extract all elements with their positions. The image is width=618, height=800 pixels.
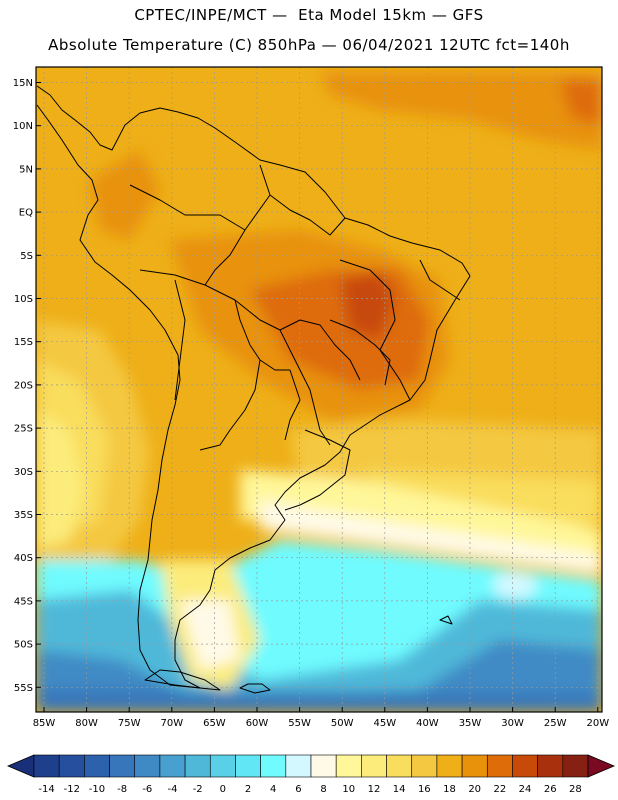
latitude-labels: 15N 10N 5N EQ 5S 10S 15S 20S 25S 30S 35S 40S 45S 50S 5… [13,78,33,694]
lon-label: 35W [459,718,482,729]
colorbar-swatch [58,754,85,778]
colorbar-over-arrow [587,754,616,778]
colorbar-swatch [512,754,538,778]
colorbar-swatch [436,754,463,778]
colorbar-swatch [84,754,110,778]
lon-label: 80W [75,718,98,729]
colorbar-swatch [235,754,261,778]
colorbar-label: 28 [569,784,582,795]
colorbar-label: 4 [270,784,276,795]
colorbar-label: 24 [519,784,532,795]
map-subtitle: Absolute Temperature (C) 850hPa — 06/04/… [48,36,570,54]
lat-label: 15N [13,78,33,89]
colorbar-swatch [285,754,312,778]
colorbar-under-arrow [6,754,35,778]
colorbar-swatch [134,754,161,778]
lat-label: 5S [20,251,33,262]
lat-label: 5N [19,164,33,175]
map-frame [35,66,603,713]
colorbar-label: 18 [443,784,456,795]
colorbar-swatch [361,754,387,778]
colorbar-swatch [310,754,337,778]
lat-label: 55S [14,683,33,694]
colorbar-swatch [33,754,60,778]
colorbar-swatch [411,754,438,778]
colorbar-label: 2 [245,784,251,795]
lat-label: 10S [14,294,33,305]
colorbar-label: 26 [544,784,557,795]
colorbar-label: 14 [393,784,406,795]
colorbar-label: 20 [468,784,481,795]
colorbar-swatch [486,754,513,778]
coastline [36,85,471,694]
colorbar-swatch [184,754,211,778]
lat-label: 10N [13,121,33,132]
colorbar-swatch [159,754,186,778]
colorbar-label: 8 [320,784,326,795]
colorbar-swatch [461,754,488,778]
colorbar-label: 16 [418,784,431,795]
lon-label: 75W [118,718,141,729]
colorbar-label: -14 [38,784,54,795]
lat-label: 25S [14,424,33,435]
lon-label: 50W [331,718,354,729]
colorbar-label: 12 [368,784,381,795]
lon-label: 60W [246,718,269,729]
lat-label: 15S [14,337,33,348]
lon-label: 25W [544,718,567,729]
lat-label: 20S [14,380,33,391]
colorbar-swatch [386,754,413,778]
lat-label: EQ [19,208,33,219]
colorbar-swatch [209,754,236,778]
colorbar-swatch [109,754,136,778]
lon-label: 45W [373,718,396,729]
temperature-field [36,67,602,712]
colorbar-label: 22 [493,784,506,795]
colorbar-label: -4 [168,784,178,795]
lon-label: 30W [501,718,524,729]
colorbar-label: 6 [295,784,301,795]
map-title: CPTEC/INPE/MCT — Eta Model 15km — GFS [134,6,484,24]
colorbar-swatch [335,754,362,778]
lat-label: 50S [14,640,33,651]
lon-label: 20W [586,718,609,729]
colorbar-label: -6 [142,784,152,795]
colorbar-label: -12 [64,784,80,795]
colorbar-swatch [260,754,287,778]
lon-label: 85W [33,718,56,729]
colorbar-label: -2 [193,784,203,795]
lon-label: 65W [203,718,226,729]
colorbar-swatch [562,754,589,778]
lon-label: 40W [416,718,439,729]
lat-label: 30S [14,467,33,478]
colorbar-label: 10 [342,784,355,795]
graticule [36,67,602,712]
colorbar: -14 -12 -10 -8 -6 -4 -2 0 2 4 6 8 10 12 14 16 18 20 22 24 26… [6,754,616,795]
lat-label: 40S [14,553,33,564]
longitude-labels: 85W 80W 75W 70W 65W 60W 55W 50W 45W 40W 35W 30W 25W 2… [33,718,610,729]
lon-label: 55W [288,718,311,729]
lat-label: 35S [14,510,33,521]
colorbar-label: 0 [220,784,226,795]
lat-label: 45S [14,596,33,607]
colorbar-swatch [537,754,564,778]
colorbar-label: -8 [117,784,127,795]
lon-label: 70W [160,718,183,729]
colorbar-label: -10 [89,784,105,795]
